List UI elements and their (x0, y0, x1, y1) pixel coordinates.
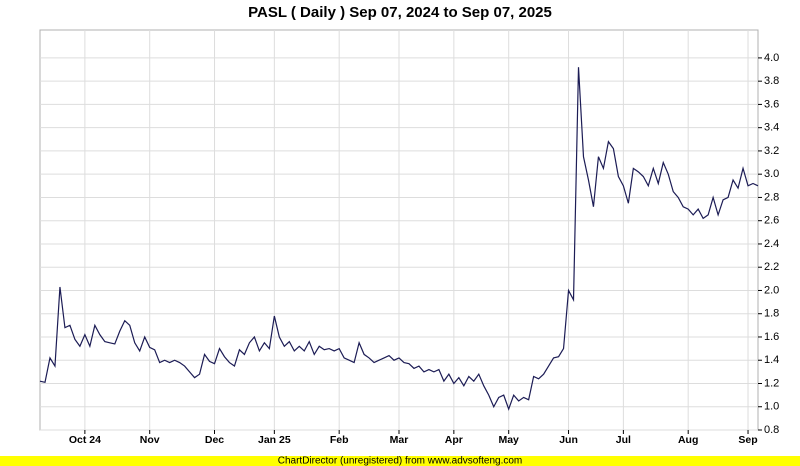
chart-title: PASL ( Daily ) Sep 07, 2024 to Sep 07, 2… (248, 4, 552, 21)
y-tick-label: 1.0 (764, 401, 779, 413)
y-tick-label: 2.0 (764, 284, 779, 296)
y-tick-label: 1.6 (764, 331, 779, 343)
y-tick-label: 4.0 (764, 52, 779, 64)
y-tick-label: 0.8 (764, 424, 779, 436)
x-tick-label: Aug (678, 434, 698, 446)
price-line (39, 67, 759, 411)
x-tick-label: May (498, 434, 519, 446)
y-tick-label: 2.2 (764, 261, 779, 273)
y-tick-label: 3.8 (764, 75, 779, 87)
y-tick-label: 3.6 (764, 98, 779, 110)
x-tick-label: Oct 24 (69, 434, 101, 446)
y-tick-label: 3.0 (764, 168, 779, 180)
x-tick-label: Apr (445, 434, 463, 446)
x-tick-label: Jan 25 (258, 434, 291, 446)
y-tick-label: 2.4 (764, 238, 779, 250)
footer-text: ChartDirector (unregistered) from www.ad… (278, 456, 523, 466)
y-tick-label: 3.2 (764, 145, 779, 157)
y-tick-label: 2.6 (764, 215, 779, 227)
y-tick-label: 3.4 (764, 122, 779, 134)
y-tick-label: 1.2 (764, 377, 779, 389)
x-tick-label: Feb (330, 434, 349, 446)
x-tick-label: Dec (205, 434, 224, 446)
footer-bar (0, 456, 800, 466)
x-tick-label: Sep (738, 434, 757, 446)
y-tick-label: 2.8 (764, 191, 779, 203)
x-tick-label: Nov (140, 434, 160, 446)
x-tick-label: Jul (616, 434, 631, 446)
y-tick-label: 1.4 (764, 354, 779, 366)
y-tick-label: 1.8 (764, 308, 779, 320)
x-tick-label: Mar (390, 434, 409, 446)
x-tick-label: Jun (559, 434, 578, 446)
